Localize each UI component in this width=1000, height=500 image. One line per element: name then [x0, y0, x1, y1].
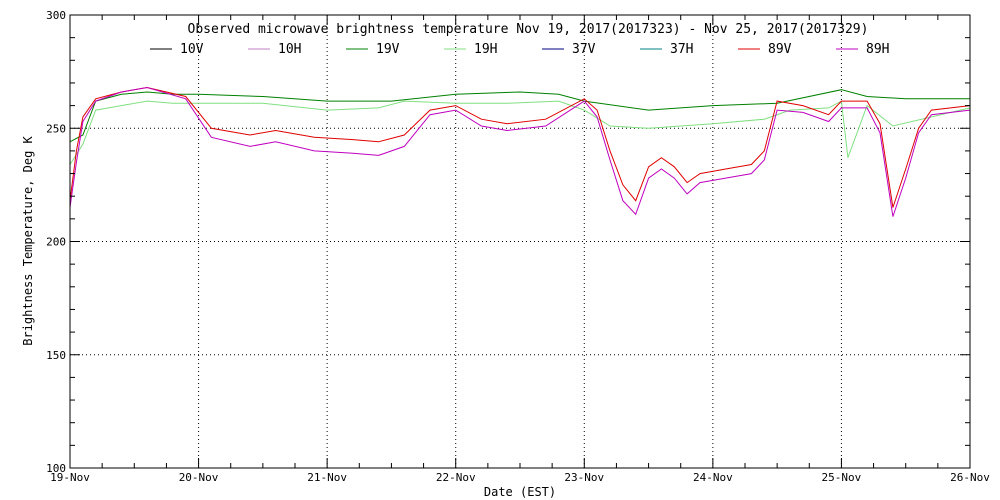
- chart-title: Observed microwave brightness temperatur…: [188, 22, 869, 37]
- gridlines: [70, 15, 970, 468]
- series-line-19v: [69, 89, 970, 143]
- y-tick-label: 250: [46, 122, 66, 135]
- x-tick-label: 23-Nov: [564, 471, 604, 484]
- axis-ticks: [69, 14, 971, 469]
- legend-label-37h: 37H: [670, 42, 693, 57]
- x-tick-label: 21-Nov: [307, 471, 347, 484]
- legend-label-10v: 10V: [180, 42, 204, 57]
- series-line-19h: [69, 100, 971, 165]
- y-tick-label: 300: [46, 9, 66, 22]
- legend-label-89h: 89H: [866, 42, 889, 57]
- legend-label-10h: 10H: [278, 42, 301, 57]
- x-tick-label: 20-Nov: [179, 471, 219, 484]
- y-tick-label: 150: [46, 349, 66, 362]
- x-tick-label: 25-Nov: [822, 471, 862, 484]
- series-line-89h: [69, 86, 971, 217]
- legend-label-19h: 19H: [474, 42, 497, 57]
- x-tick-label: 24-Nov: [693, 471, 733, 484]
- x-tick-label: 26-Nov: [950, 471, 990, 484]
- series-layer: [69, 86, 971, 217]
- x-tick-label: 22-Nov: [436, 471, 476, 484]
- series-line-89v: [69, 86, 971, 208]
- y-tick-label: 100: [46, 462, 66, 475]
- legend-label-19v: 19V: [376, 42, 400, 57]
- y-axis-label: Brightness Temperature, Deg K: [21, 135, 35, 345]
- y-tick-label: 200: [46, 236, 66, 249]
- y-tick-labels: 100 150 200 250 300: [46, 9, 66, 475]
- x-axis-label: Date (EST): [484, 485, 556, 499]
- x-tick-label: 19-Nov: [50, 471, 90, 484]
- legend-label-89v: 89V: [768, 42, 792, 57]
- legend-label-37v: 37V: [572, 42, 596, 57]
- legend: 10V 10H 19V 19H 37V 37H 89V 89H: [150, 42, 889, 57]
- x-tick-labels: 19-Nov 20-Nov 21-Nov 22-Nov 23-Nov 24-Nov 25-N…: [50, 471, 990, 484]
